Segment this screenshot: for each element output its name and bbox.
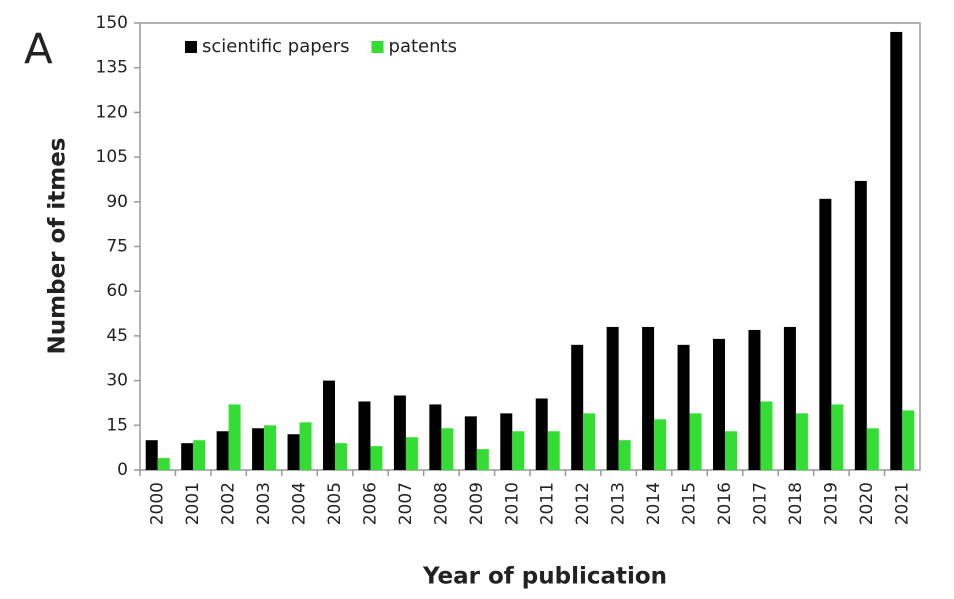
x-tick-label: 2016 bbox=[715, 482, 735, 525]
bar bbox=[689, 413, 702, 470]
bar bbox=[500, 413, 513, 470]
x-tick-label: 2013 bbox=[609, 482, 629, 525]
x-axis-label: Year of publication bbox=[422, 564, 667, 590]
bar bbox=[429, 404, 442, 470]
bar bbox=[287, 434, 300, 470]
bar bbox=[583, 413, 596, 470]
y-tick-label: 120 bbox=[96, 102, 128, 122]
x-tick-label: 2011 bbox=[538, 482, 558, 525]
bar bbox=[181, 443, 194, 470]
x-tick-label: 2018 bbox=[786, 482, 806, 525]
bar bbox=[606, 326, 619, 470]
legend-swatch bbox=[371, 41, 384, 53]
bar bbox=[854, 180, 867, 470]
y-axis-label: Number of itmes bbox=[45, 138, 71, 355]
y-tick-label: 135 bbox=[96, 58, 128, 78]
bar bbox=[547, 431, 560, 470]
x-tick-label: 2020 bbox=[857, 482, 877, 525]
bar bbox=[654, 419, 667, 470]
legend-swatch bbox=[185, 41, 197, 53]
panel-label: A bbox=[24, 25, 53, 74]
x-tick-label: 2009 bbox=[467, 482, 487, 525]
bar bbox=[819, 198, 832, 470]
bar bbox=[335, 443, 347, 470]
bar bbox=[370, 446, 383, 470]
bar bbox=[866, 428, 879, 470]
x-tick-label: 2008 bbox=[431, 482, 451, 525]
legend-label: scientific papers bbox=[202, 36, 350, 57]
x-tick-label: 2007 bbox=[396, 482, 416, 525]
bar bbox=[145, 440, 158, 470]
x-tick-label: 2010 bbox=[502, 482, 522, 525]
bar bbox=[358, 401, 371, 470]
bar bbox=[252, 428, 265, 470]
x-tick-label: 2000 bbox=[148, 482, 168, 525]
bar bbox=[441, 428, 454, 470]
bar bbox=[228, 404, 241, 470]
x-tick-label: 2021 bbox=[892, 482, 912, 525]
y-tick-label: 150 bbox=[96, 13, 128, 33]
x-tick-label: 2015 bbox=[680, 482, 700, 525]
plot-frame bbox=[139, 22, 921, 471]
y-tick-label: 30 bbox=[106, 371, 128, 391]
y-tick-label: 60 bbox=[106, 281, 128, 301]
bar bbox=[264, 425, 277, 470]
x-tick-label: 2012 bbox=[573, 482, 593, 525]
y-tick-label: 75 bbox=[106, 237, 128, 257]
bar bbox=[795, 413, 808, 470]
x-tick-label: 2019 bbox=[821, 482, 841, 525]
bar bbox=[725, 431, 737, 470]
bar bbox=[193, 440, 206, 470]
x-tick-label: 2006 bbox=[360, 482, 380, 525]
bar bbox=[783, 326, 796, 470]
bar bbox=[393, 395, 406, 470]
bar bbox=[902, 410, 915, 470]
bar bbox=[535, 398, 548, 470]
x-tick-label: 2004 bbox=[290, 482, 310, 525]
bar bbox=[299, 422, 312, 470]
bar bbox=[464, 416, 477, 470]
x-tick-label: 2002 bbox=[219, 482, 239, 525]
bar bbox=[642, 326, 655, 470]
bar bbox=[512, 431, 525, 470]
bar bbox=[760, 401, 773, 470]
x-tick-label: 2003 bbox=[254, 482, 274, 525]
bar bbox=[323, 380, 335, 470]
bar bbox=[618, 440, 631, 470]
y-tick-label: 0 bbox=[117, 460, 128, 480]
x-tick-label: 2017 bbox=[750, 482, 770, 525]
y-tick-label: 15 bbox=[106, 415, 128, 435]
bar bbox=[476, 449, 489, 470]
bar bbox=[713, 338, 725, 470]
y-tick-label: 90 bbox=[106, 192, 128, 212]
x-tick-label: 2001 bbox=[183, 482, 203, 525]
bar bbox=[890, 31, 903, 470]
y-tick-label: 105 bbox=[96, 147, 128, 167]
legend-label: patents bbox=[389, 36, 457, 57]
bar bbox=[216, 431, 229, 470]
bar bbox=[405, 437, 418, 470]
bar bbox=[677, 344, 690, 470]
bar bbox=[571, 344, 584, 470]
y-tick-label: 45 bbox=[106, 326, 128, 346]
bar bbox=[157, 458, 170, 470]
bar bbox=[748, 329, 761, 470]
x-tick-label: 2005 bbox=[325, 482, 345, 525]
x-tick-label: 2014 bbox=[644, 482, 664, 525]
bar bbox=[831, 404, 844, 470]
